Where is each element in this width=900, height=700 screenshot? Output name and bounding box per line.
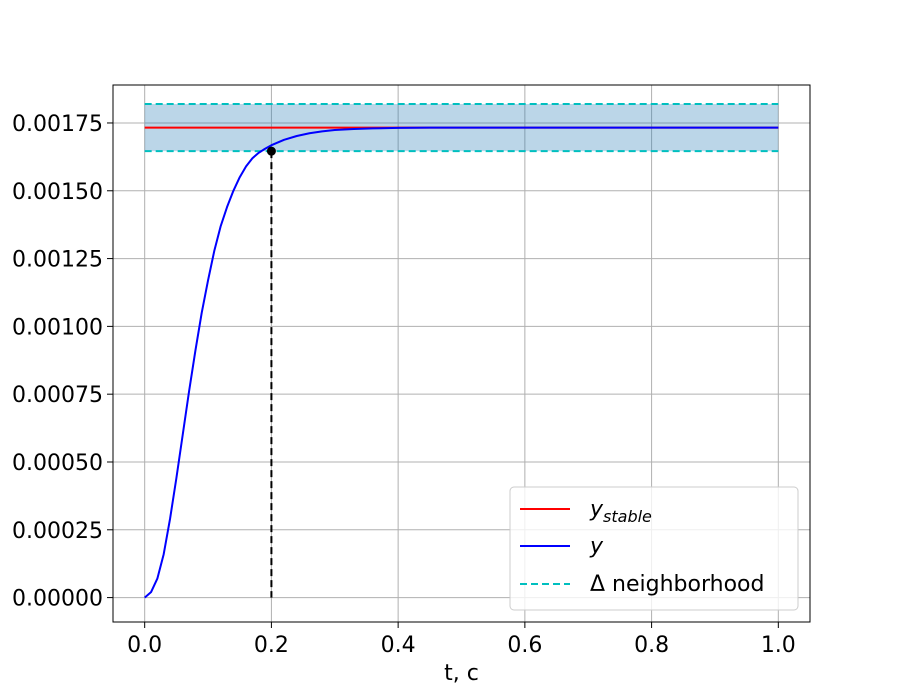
legend-entry-delta: Δ neighborhood bbox=[520, 572, 764, 597]
x-tick-label-3: 0.6 bbox=[507, 633, 542, 658]
x-tick-label-5: 1.0 bbox=[761, 633, 796, 658]
legend-entry-y: y bbox=[520, 534, 604, 559]
x-tick-label-4: 0.8 bbox=[634, 633, 669, 658]
legend-entry-y-stable: ystable bbox=[520, 497, 652, 526]
y-tick-label-2: 0.00050 bbox=[12, 451, 103, 476]
y-tick-label-0: 0.00000 bbox=[12, 587, 103, 612]
legend-box bbox=[509, 486, 799, 611]
y-tick-label-3: 0.00075 bbox=[12, 383, 103, 408]
y-tick-label-6: 0.00150 bbox=[12, 180, 103, 205]
y-tick-label-5: 0.00125 bbox=[12, 248, 103, 273]
series-layer bbox=[144, 102, 779, 599]
y-tick-label-4: 0.00100 bbox=[12, 315, 103, 340]
settling-time-point bbox=[266, 146, 276, 156]
y-tick-label-7: 0.00175 bbox=[12, 112, 103, 137]
legend-label-y-stable-sub: stable bbox=[603, 507, 652, 526]
x-tick-label-0: 0.0 bbox=[127, 633, 162, 658]
x-tick-label-1: 0.2 bbox=[254, 633, 289, 658]
grid bbox=[113, 85, 810, 622]
y-tick-label-1: 0.00025 bbox=[12, 519, 103, 544]
plot-frame bbox=[112, 84, 811, 623]
legend: ystable y Δ neighborhood bbox=[509, 486, 799, 611]
legend-label-y-stable: ystable bbox=[589, 497, 652, 526]
x-axis-label: t, c bbox=[444, 661, 479, 686]
x-tick-label-2: 0.4 bbox=[381, 633, 416, 658]
legend-label-y-stable-main: y bbox=[589, 497, 604, 522]
legend-label-y: y bbox=[589, 534, 604, 559]
series-y-line bbox=[144, 126, 779, 599]
y-axis-ticks: 0.00000 0.00025 0.00050 0.00075 0.00100 0.001… bbox=[12, 112, 113, 612]
legend-label-delta: Δ neighborhood bbox=[590, 572, 764, 597]
x-axis-ticks: 0.0 0.2 0.4 0.6 0.8 1.0 bbox=[127, 622, 796, 658]
